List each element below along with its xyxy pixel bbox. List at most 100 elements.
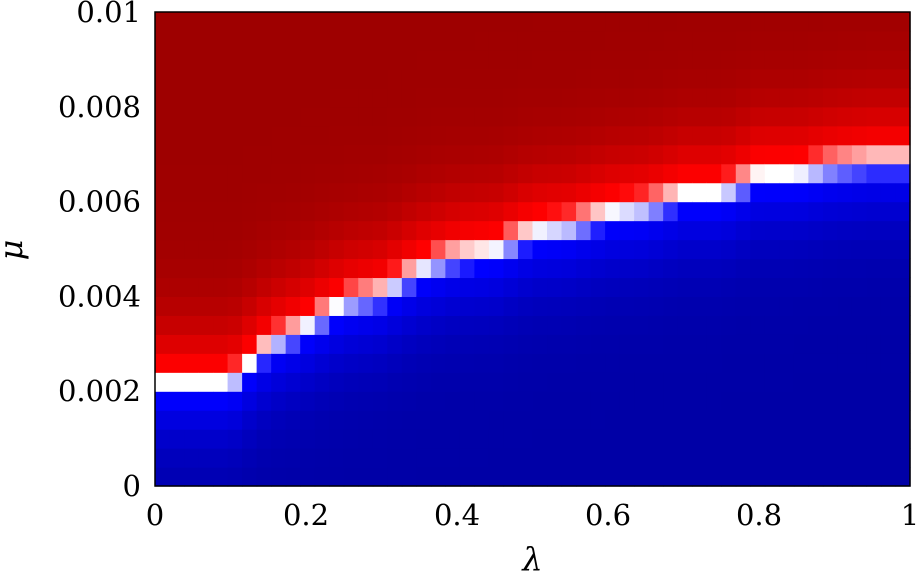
heatmap-cell bbox=[808, 87, 824, 108]
heatmap-cell bbox=[619, 87, 635, 108]
heatmap-cell bbox=[706, 448, 722, 468]
heatmap-cell bbox=[517, 87, 534, 108]
heatmap-cell bbox=[256, 12, 272, 32]
heatmap-cell bbox=[329, 277, 345, 297]
heatmap-cell bbox=[430, 258, 446, 279]
heatmap-cell bbox=[285, 467, 301, 487]
heatmap-cell bbox=[256, 429, 272, 449]
heatmap-cell bbox=[634, 258, 650, 279]
heatmap-cell bbox=[547, 448, 563, 468]
heatmap-cell bbox=[561, 144, 577, 165]
heatmap-cell bbox=[503, 296, 519, 316]
heatmap-cell bbox=[155, 410, 171, 430]
heatmap-cell bbox=[532, 201, 548, 222]
heatmap-cell bbox=[793, 410, 809, 430]
heatmap-cell bbox=[184, 448, 200, 468]
heatmap-cell bbox=[750, 258, 766, 279]
heatmap-cell bbox=[808, 296, 824, 316]
heatmap-cell bbox=[445, 410, 461, 430]
heatmap-cell bbox=[372, 448, 388, 468]
heatmap-cell bbox=[721, 12, 737, 32]
heatmap-cell bbox=[358, 277, 374, 297]
heatmap-cell bbox=[735, 372, 751, 392]
heatmap-cell bbox=[605, 334, 621, 354]
heatmap-cell bbox=[503, 144, 519, 165]
heatmap-cell bbox=[155, 315, 171, 335]
heatmap-cell bbox=[242, 106, 258, 127]
heatmap-cell bbox=[285, 163, 301, 184]
heatmap-cell bbox=[576, 467, 592, 487]
heatmap-cell bbox=[445, 296, 461, 316]
heatmap-cell bbox=[851, 277, 868, 297]
heatmap-cell bbox=[459, 391, 476, 411]
heatmap-cell bbox=[256, 353, 272, 373]
heatmap-cell bbox=[561, 87, 577, 108]
heatmap-cell bbox=[314, 258, 330, 279]
heatmap-cell bbox=[430, 68, 446, 89]
heatmap-cell bbox=[401, 30, 417, 51]
heatmap-cell bbox=[721, 315, 737, 335]
heatmap-cell bbox=[561, 49, 577, 70]
heatmap-cell bbox=[488, 163, 505, 184]
heatmap-cell bbox=[300, 372, 316, 392]
heatmap-cell bbox=[387, 353, 403, 373]
heatmap-cell bbox=[445, 334, 461, 354]
heatmap-cell bbox=[285, 49, 301, 70]
heatmap-cell bbox=[256, 334, 272, 354]
heatmap-cell bbox=[634, 334, 650, 354]
heatmap-cell bbox=[561, 334, 577, 354]
heatmap-cell bbox=[851, 201, 868, 222]
heatmap-cell bbox=[837, 220, 853, 241]
heatmap-cell bbox=[227, 277, 243, 297]
heatmap-cell bbox=[866, 12, 882, 32]
heatmap-cell bbox=[750, 125, 766, 146]
heatmap-cell bbox=[764, 353, 780, 373]
heatmap-cell bbox=[648, 277, 664, 297]
heatmap-cell bbox=[822, 201, 838, 222]
heatmap-cell bbox=[590, 182, 606, 203]
heatmap-cell bbox=[808, 201, 824, 222]
heatmap-cell bbox=[880, 429, 897, 449]
heatmap-cell bbox=[184, 334, 200, 354]
heatmap-cell bbox=[416, 30, 432, 51]
heatmap-cell bbox=[721, 49, 737, 70]
heatmap-cell bbox=[532, 106, 548, 127]
heatmap-cell bbox=[808, 429, 824, 449]
heatmap-cell bbox=[314, 144, 330, 165]
heatmap-cell bbox=[750, 239, 766, 260]
heatmap-cell bbox=[532, 12, 548, 32]
heatmap-cell bbox=[808, 448, 824, 468]
heatmap-cell bbox=[837, 258, 853, 279]
heatmap-cell bbox=[430, 448, 446, 468]
heatmap-cell bbox=[779, 87, 795, 108]
heatmap-cell bbox=[488, 87, 505, 108]
heatmap-cell bbox=[895, 144, 911, 165]
heatmap-cell bbox=[184, 49, 200, 70]
heatmap-cell bbox=[517, 391, 534, 411]
heatmap-cell bbox=[343, 30, 359, 51]
heatmap-cell bbox=[822, 125, 838, 146]
heatmap-cell bbox=[576, 372, 592, 392]
heatmap-cell bbox=[808, 182, 824, 203]
heatmap-cell bbox=[285, 239, 301, 260]
heatmap-cell bbox=[387, 239, 403, 260]
x-tick-label: 0.2 bbox=[283, 498, 329, 532]
heatmap-cell bbox=[590, 391, 606, 411]
heatmap-cell bbox=[866, 277, 882, 297]
heatmap-cell bbox=[256, 220, 272, 241]
heatmap-cell bbox=[416, 448, 432, 468]
heatmap-cell bbox=[169, 163, 185, 184]
heatmap-cell bbox=[532, 429, 548, 449]
heatmap-cell bbox=[692, 163, 708, 184]
heatmap-cell bbox=[677, 334, 693, 354]
heatmap-cell bbox=[285, 448, 301, 468]
heatmap-cell bbox=[300, 239, 316, 260]
heatmap-cell bbox=[532, 125, 548, 146]
heatmap-cell bbox=[169, 315, 185, 335]
heatmap-cell bbox=[605, 429, 621, 449]
heatmap-cell bbox=[663, 277, 679, 297]
heatmap-cell bbox=[314, 12, 330, 32]
heatmap-cell bbox=[880, 410, 897, 430]
heatmap-cell bbox=[706, 87, 722, 108]
heatmap-cell bbox=[692, 87, 708, 108]
